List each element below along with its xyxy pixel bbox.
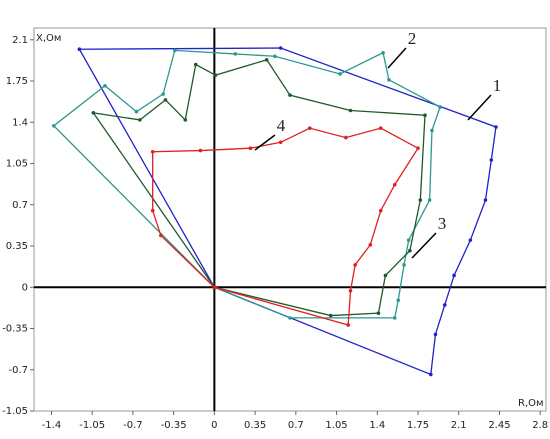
point bbox=[378, 208, 383, 213]
point bbox=[418, 198, 423, 202]
point bbox=[150, 208, 155, 213]
y-axis-label: X,Ом bbox=[36, 33, 61, 44]
point bbox=[103, 83, 107, 88]
point bbox=[134, 109, 139, 114]
point bbox=[198, 148, 203, 153]
point bbox=[212, 285, 217, 290]
point bbox=[438, 105, 442, 109]
point bbox=[150, 149, 155, 154]
point bbox=[392, 316, 397, 320]
point bbox=[433, 332, 438, 337]
point bbox=[213, 73, 218, 77]
leader-line bbox=[467, 94, 492, 121]
y-tick-label: -1.05 bbox=[2, 406, 28, 417]
point bbox=[77, 47, 82, 52]
point bbox=[427, 198, 432, 202]
point bbox=[452, 273, 456, 278]
plot-area bbox=[33, 27, 547, 412]
point bbox=[376, 311, 381, 315]
y-tick-label: 1.4 bbox=[12, 117, 28, 128]
x-tick-label: 1.4 bbox=[369, 420, 385, 431]
x-tick-label: 1.05 bbox=[325, 420, 347, 431]
series-name: 1 bbox=[493, 76, 502, 95]
point bbox=[183, 118, 188, 122]
point bbox=[430, 128, 434, 133]
point bbox=[348, 288, 353, 293]
leader-line bbox=[387, 47, 407, 69]
x-tick-label: 1.75 bbox=[407, 420, 429, 431]
point bbox=[383, 273, 388, 278]
point bbox=[278, 140, 283, 145]
point bbox=[328, 313, 333, 318]
point bbox=[396, 298, 401, 303]
point bbox=[138, 118, 142, 122]
x-tick-label: 2.8 bbox=[532, 420, 548, 431]
point bbox=[278, 46, 283, 50]
x-tick-label: 2.45 bbox=[488, 420, 510, 431]
point bbox=[406, 238, 411, 242]
point bbox=[338, 72, 342, 76]
point bbox=[483, 198, 488, 202]
y-tick-label: 0.7 bbox=[12, 200, 28, 211]
x-tick-label: 0.7 bbox=[288, 420, 304, 431]
series-line bbox=[52, 49, 441, 319]
series-name: 2 bbox=[408, 29, 417, 48]
series-line bbox=[152, 127, 419, 326]
point bbox=[442, 303, 447, 307]
point bbox=[468, 238, 473, 242]
point bbox=[353, 263, 357, 267]
y-tick-label: -0.7 bbox=[8, 365, 28, 376]
series-line bbox=[78, 47, 497, 376]
point bbox=[416, 146, 420, 151]
leader-line bbox=[411, 232, 437, 259]
series-name: 4 bbox=[277, 116, 286, 135]
x-tick-label: -1.4 bbox=[42, 420, 62, 431]
point bbox=[408, 248, 412, 253]
point bbox=[91, 111, 96, 115]
point bbox=[193, 62, 198, 67]
y-tick-label: 0.35 bbox=[6, 241, 28, 252]
point bbox=[344, 135, 348, 140]
point bbox=[378, 126, 383, 130]
y-tick-label: 1.05 bbox=[6, 159, 28, 170]
point bbox=[346, 323, 350, 327]
point bbox=[264, 58, 269, 62]
x-tick-label: -0.7 bbox=[123, 420, 143, 431]
point bbox=[489, 158, 494, 162]
point bbox=[163, 98, 168, 102]
x-tick-label: 0 bbox=[211, 420, 217, 431]
point bbox=[402, 263, 406, 267]
point bbox=[159, 233, 163, 238]
point bbox=[248, 146, 253, 151]
point bbox=[233, 52, 238, 56]
point bbox=[307, 126, 312, 130]
point bbox=[392, 182, 397, 187]
y-tick-label: 1.75 bbox=[6, 76, 28, 87]
x-tick-label: 2.1 bbox=[451, 420, 467, 431]
point bbox=[423, 113, 427, 118]
series-name: 3 bbox=[438, 214, 447, 233]
x-tick-label: 0.35 bbox=[244, 420, 266, 431]
point bbox=[348, 108, 353, 113]
point bbox=[273, 54, 277, 59]
point bbox=[381, 50, 385, 55]
point bbox=[288, 93, 292, 97]
point bbox=[368, 243, 373, 247]
point bbox=[429, 372, 433, 377]
y-tick-label: 0 bbox=[22, 282, 28, 293]
point bbox=[288, 316, 292, 320]
x-tick-label: -1.05 bbox=[79, 420, 105, 431]
y-tick-label: 2.1 bbox=[12, 35, 28, 46]
x-axis-label: R,Ом bbox=[518, 398, 544, 409]
point bbox=[51, 124, 56, 128]
leader-line bbox=[254, 134, 276, 151]
point bbox=[173, 48, 177, 53]
point bbox=[161, 92, 165, 96]
point bbox=[494, 125, 498, 129]
x-tick-label: -0.35 bbox=[161, 420, 187, 431]
point bbox=[387, 78, 391, 82]
y-tick-label: -0.35 bbox=[2, 324, 28, 335]
